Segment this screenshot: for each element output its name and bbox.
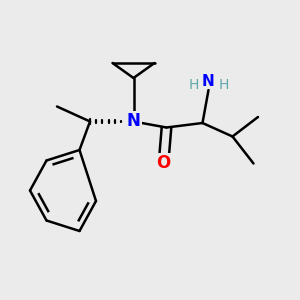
Text: H: H [189,78,199,92]
Text: N: N [127,112,140,130]
Text: N: N [202,74,215,88]
Text: H: H [219,78,229,92]
Text: O: O [156,154,171,172]
